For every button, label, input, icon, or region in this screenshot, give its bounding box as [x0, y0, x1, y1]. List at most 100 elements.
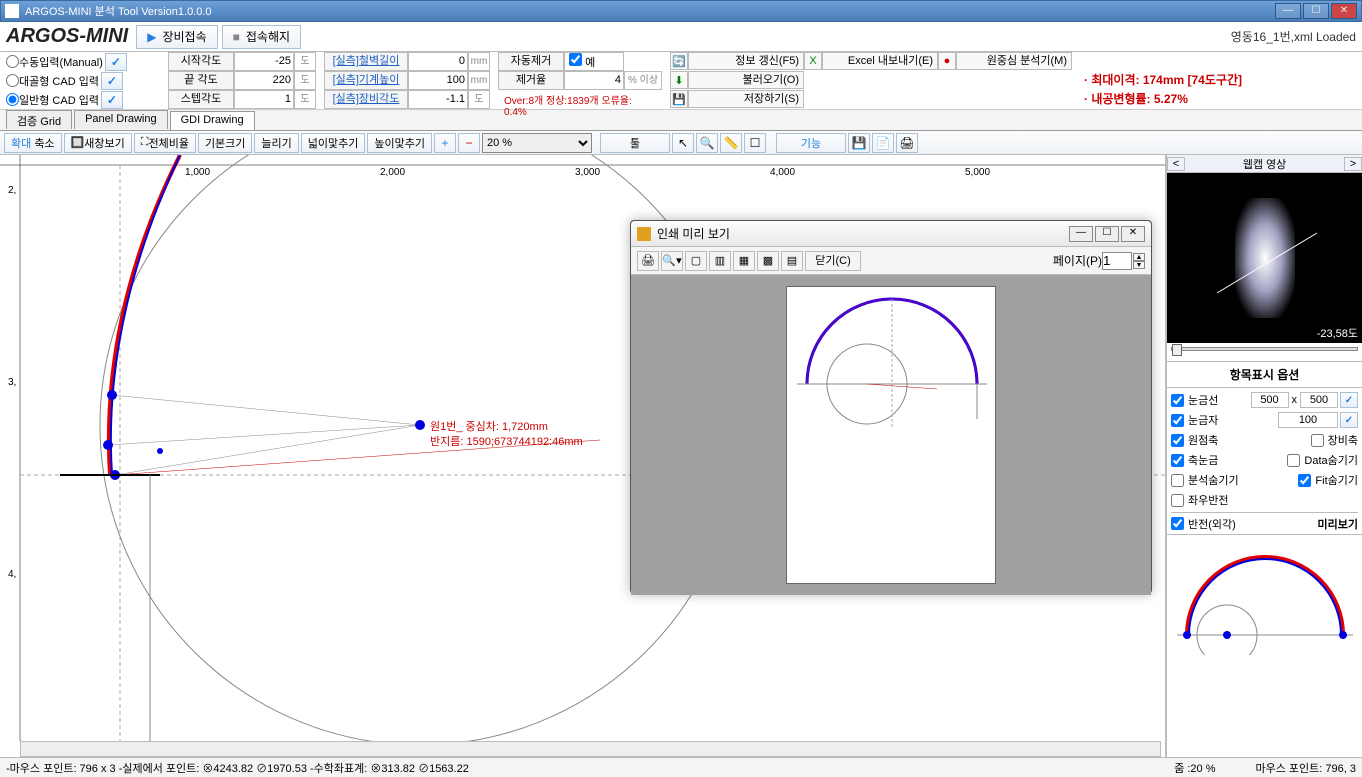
lbl-fithide: Fit숨기기	[1315, 472, 1358, 488]
analysis-summary: · 최대이격: 174mm [74도구간] · 내공변형률: 5.27%	[1074, 52, 1242, 109]
magnify-icon[interactable]: 🔍	[696, 133, 718, 153]
layout3-icon[interactable]: ▦	[733, 251, 755, 271]
equip-val[interactable]: -1.1	[408, 90, 468, 109]
save-button[interactable]: 저장하기(S)	[688, 90, 804, 108]
layout5-icon[interactable]: ▤	[781, 251, 803, 271]
doc-icon[interactable]: 📄	[872, 133, 894, 153]
page-up[interactable]: ▲	[1133, 253, 1145, 261]
chk-flip[interactable]	[1171, 494, 1184, 507]
radio-cad-arc-label: 대골형 CAD 입력	[19, 73, 99, 89]
webcam-slider[interactable]	[1167, 343, 1362, 361]
layout2-icon[interactable]: ▥	[709, 251, 731, 271]
ruler-v[interactable]	[1278, 412, 1338, 428]
chk-axis[interactable]	[1171, 454, 1184, 467]
chk-origin[interactable]	[1171, 434, 1184, 447]
stretch-button[interactable]: 늘리기	[254, 133, 298, 153]
remove-val[interactable]: 4	[564, 71, 624, 90]
chk-equip[interactable]	[1311, 434, 1324, 447]
wall-link[interactable]: [실측]철벽길이	[324, 52, 408, 71]
window-icon[interactable]: ☐	[744, 133, 766, 153]
cursor-icon[interactable]: ↖	[672, 133, 694, 153]
webcam-title: 웹캡 영상	[1185, 156, 1344, 172]
zoom-btn[interactable]: 🔍▾	[661, 251, 683, 271]
refresh-button[interactable]: 정보 갱신(F5)	[688, 52, 804, 70]
maximize-button[interactable]: ☐	[1303, 3, 1329, 19]
radio-cad-gen[interactable]: 일반형 CAD 입력	[0, 92, 99, 108]
connect-button[interactable]: ▶장비접속	[136, 25, 217, 49]
chk-reverse[interactable]	[1171, 517, 1184, 530]
cad-arc-check[interactable]	[101, 72, 123, 90]
tool-button[interactable]: 툴	[600, 133, 670, 153]
print-titlebar[interactable]: 인쇄 미리 보기 — ☐ ✕	[631, 221, 1151, 247]
plus-icon[interactable]: +	[434, 133, 456, 153]
fitheight-button[interactable]: 높이맟추기	[367, 133, 432, 153]
layout1-icon[interactable]: ▢	[685, 251, 707, 271]
radio-manual[interactable]: 수동입력(Manual)	[0, 54, 103, 70]
zoom-select[interactable]: 20 %	[482, 133, 592, 153]
close-button[interactable]: ✕	[1331, 3, 1357, 19]
start-angle-val[interactable]: -25	[234, 52, 294, 71]
save-icon-tb[interactable]: 💾	[848, 133, 870, 153]
ruler-apply[interactable]	[1340, 412, 1358, 428]
zoom-in-button[interactable]: 확대 축소	[4, 133, 62, 153]
print-icon[interactable]: 🖨	[896, 133, 918, 153]
tab-grid[interactable]: 검증 Grid	[6, 110, 72, 129]
grid-w[interactable]	[1251, 392, 1289, 408]
fullratio-button[interactable]: ⛶ 전체비율	[134, 133, 196, 153]
chk-anahide[interactable]	[1171, 474, 1184, 487]
canvas-scroll-h[interactable]	[20, 741, 1161, 757]
step-angle-val[interactable]: 1	[234, 90, 294, 109]
tab-gdi[interactable]: GDI Drawing	[170, 111, 255, 130]
manual-check[interactable]	[105, 53, 127, 71]
layout4-icon[interactable]: ▩	[757, 251, 779, 271]
auto-chk[interactable]: 예	[564, 52, 624, 71]
func-button[interactable]: 기능	[776, 133, 846, 153]
radio-cad-arc[interactable]: 대골형 CAD 입력	[0, 73, 99, 89]
ruler-icon[interactable]: 📏	[720, 133, 742, 153]
close-btn[interactable]: 닫기(C)	[805, 251, 861, 271]
print-body	[631, 275, 1151, 595]
zoom-in-label: 확대	[11, 135, 31, 151]
equip-link[interactable]: [실측]장비각도	[324, 90, 408, 109]
xtick: 5,000	[965, 167, 990, 178]
excel-button[interactable]: Excel 내보내기(E)	[822, 52, 938, 70]
tab-panel[interactable]: Panel Drawing	[74, 110, 168, 129]
chk-ruler[interactable]	[1171, 414, 1184, 427]
unit: 도	[294, 71, 316, 90]
status-mouse: 마우스 포인트: 796, 3	[1256, 760, 1356, 776]
fitwidth-button[interactable]: 넓이맟추기	[301, 133, 366, 153]
chk-grid[interactable]	[1171, 394, 1184, 407]
cad-gen-check[interactable]	[101, 91, 123, 109]
grid-apply[interactable]	[1340, 392, 1358, 408]
mach-link[interactable]: [실측]기계높이	[324, 71, 408, 90]
print-min[interactable]: —	[1069, 226, 1093, 242]
stop-icon: ■	[233, 30, 240, 44]
basesize-button[interactable]: 기본크기	[198, 133, 252, 153]
print-page	[786, 286, 996, 584]
webcam-next[interactable]: >	[1344, 157, 1362, 171]
minus-icon[interactable]: −	[458, 133, 480, 153]
load-button[interactable]: 불러오기(O)	[688, 71, 804, 89]
webcam-prev[interactable]: <	[1167, 157, 1185, 171]
remove-label: 제거율	[498, 71, 564, 90]
deform-text: · 내공변형률: 5.27%	[1084, 90, 1242, 109]
grid-h[interactable]	[1300, 392, 1338, 408]
newview-button[interactable]: 🔲 새창보기	[64, 133, 132, 153]
chk-datahide[interactable]	[1287, 454, 1300, 467]
disconnect-button[interactable]: ■접속해지	[222, 25, 301, 49]
excel-icon: X	[804, 52, 822, 70]
unit: mm	[468, 71, 490, 90]
print-close[interactable]: ✕	[1121, 226, 1145, 242]
minimize-button[interactable]: —	[1275, 3, 1301, 19]
end-angle-val[interactable]: 220	[234, 71, 294, 90]
circle-button[interactable]: 원중심 분석기(M)	[956, 52, 1072, 70]
mach-val[interactable]: 100	[408, 71, 468, 90]
print-max[interactable]: ☐	[1095, 226, 1119, 242]
auto-label: 자동제거	[498, 52, 564, 71]
page-input[interactable]	[1102, 252, 1132, 270]
page-down[interactable]: ▼	[1133, 261, 1145, 269]
chk-fithide[interactable]	[1298, 474, 1311, 487]
wall-val[interactable]: 0	[408, 52, 468, 71]
print-btn[interactable]: 🖨	[637, 251, 659, 271]
newview-label: 새창보기	[84, 135, 124, 151]
